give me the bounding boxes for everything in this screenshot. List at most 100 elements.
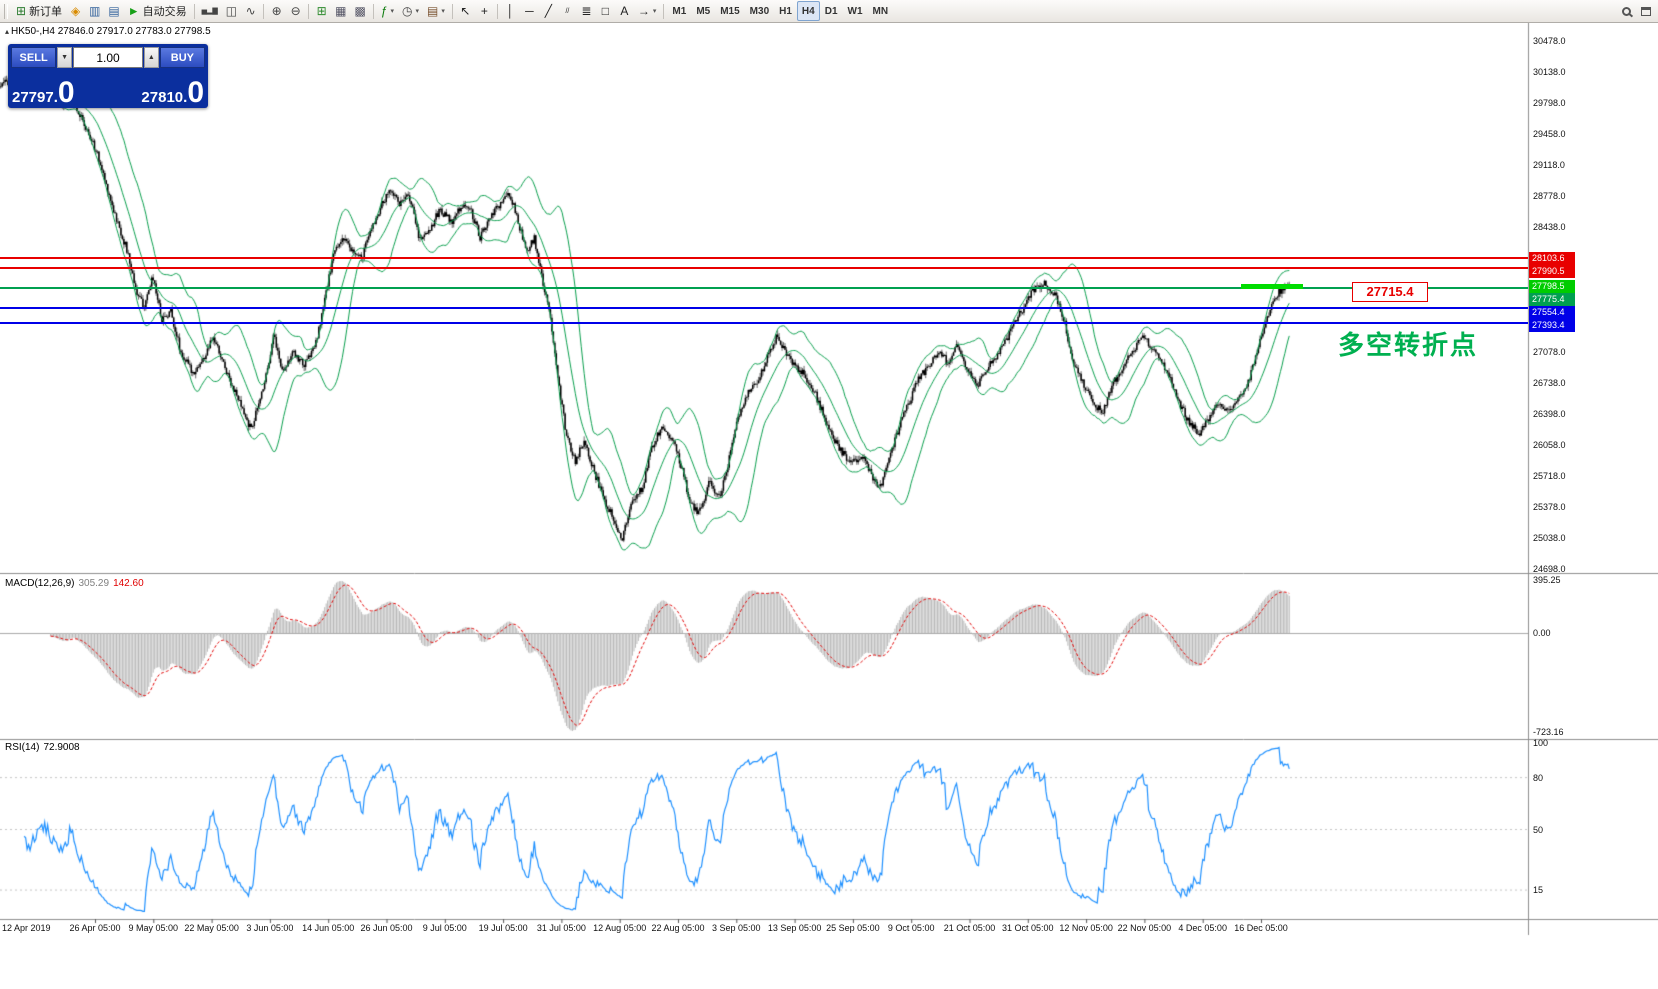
timeframe-d1-button[interactable]: D1 <box>820 1 843 21</box>
horizontal-line-icon: ─ <box>525 4 534 18</box>
arrow-objects-button[interactable]: → ▾ <box>634 1 661 21</box>
track-chart-button[interactable]: ▩ <box>350 1 369 21</box>
line-chart-button[interactable]: ∿ <box>241 1 260 21</box>
horizontal-line-object[interactable] <box>0 267 1528 270</box>
rsi-scale-label: 15 <box>1533 885 1544 896</box>
equidistant-channel-button[interactable]: // <box>558 1 577 21</box>
horizontal-line-object[interactable] <box>0 307 1528 310</box>
sell-button[interactable]: SELL <box>11 47 57 68</box>
market-watch-icon: ▥ <box>89 4 101 18</box>
price-scale-tag: 28103.6 <box>1529 251 1575 265</box>
toolbar-separator <box>496 3 498 19</box>
timeframe-h4-button[interactable]: H4 <box>796 1 820 21</box>
vertical-line-button[interactable]: │ <box>501 1 520 21</box>
highlight-trend-segment[interactable] <box>1241 283 1303 289</box>
chart-symbol-icon: ▴ <box>5 27 10 36</box>
date-axis-label: 16 Dec 05:00 <box>1234 923 1288 933</box>
autotrading-button[interactable]: ► 自动交易 <box>124 1 191 21</box>
indicators-button[interactable]: ƒ ▾ <box>377 1 398 21</box>
timeframe-m5-button[interactable]: M5 <box>691 1 715 21</box>
volume-input[interactable] <box>73 47 143 68</box>
price-scale-tick: 25718.0 <box>1533 470 1566 481</box>
crosshair-button[interactable]: + <box>475 1 494 21</box>
dropdown-caret-icon: ▾ <box>390 8 395 15</box>
toolbar: ⊞ 新订单 ◈ ▥ ▤ ► 自动交易 ▅▂▇ ◫ ∿ ⊕ ⊖ ⊞ ▦ ▩ ƒ ▾ ◷ ▾ ▤ ▾ ↖ + │ ─ ╱//≣ □ A → ▾… <box>0 0 1658 23</box>
tile-windows-button[interactable]: ⊞ <box>312 1 331 21</box>
zoom-in-button[interactable]: ⊕ <box>267 1 286 21</box>
date-axis-label: 22 Aug 05:00 <box>651 923 705 933</box>
price-scale-tick: 29798.0 <box>1533 98 1566 109</box>
timeframe-m30-button[interactable]: M30 <box>745 1 774 21</box>
date-axis-label: 9 Jul 05:00 <box>422 923 467 933</box>
annotation-note[interactable]: 多空转折点 <box>1338 330 1479 360</box>
dropdown-caret-icon: ▾ <box>441 8 445 15</box>
timeframe-mn-button[interactable]: MN <box>868 1 894 21</box>
periods-icon: ◷ <box>402 4 413 18</box>
cursor-icon: ↖ <box>460 4 471 18</box>
buy-button[interactable]: BUY <box>159 47 205 68</box>
toolbar-separator <box>663 3 665 19</box>
metaeditor-button[interactable]: ◈ <box>66 1 85 21</box>
rsi-scale-label: 100 <box>1533 738 1549 748</box>
crosshair-icon: + <box>480 4 488 18</box>
price-scale-tag: 27554.4 <box>1529 305 1575 319</box>
new-order-label: 新订单 <box>29 6 63 18</box>
price-callout[interactable]: 27715.4 <box>1352 282 1428 303</box>
volume-increase-button[interactable]: ▲ <box>144 47 159 68</box>
price-scale-tag: 27798.5 <box>1529 279 1575 293</box>
metaeditor-icon: ◈ <box>70 4 81 18</box>
chart-window: ▴ HK50-,H4 27846.0 27917.0 27783.0 27798.… <box>0 23 1658 989</box>
templates-icon: ▤ <box>427 4 439 18</box>
periods-button[interactable]: ◷ ▾ <box>398 1 423 21</box>
date-axis-label: 31 Oct 05:00 <box>1002 923 1054 933</box>
date-axis-label: 12 Aug 05:00 <box>593 923 647 933</box>
horizontal-line-button[interactable]: ─ <box>520 1 539 21</box>
timeframe-m1-button[interactable]: M1 <box>667 1 691 21</box>
toolbar-separator <box>308 3 310 19</box>
arrows-icon: → <box>637 4 650 18</box>
new-order-icon: ⊞ <box>16 4 27 18</box>
data-window-button[interactable]: ▤ <box>104 1 123 21</box>
date-axis-label: 3 Jun 05:00 <box>246 923 294 933</box>
bar-chart-button[interactable]: ▅▂▇ <box>198 1 222 21</box>
macd-scale-label: 0.00 <box>1533 628 1551 638</box>
dropdown-caret-icon: ▾ <box>415 8 420 15</box>
chart-window-button[interactable] <box>1636 1 1655 21</box>
text-button[interactable]: A <box>615 1 634 21</box>
timeframe-h1-button[interactable]: H1 <box>774 1 797 21</box>
price-scale-tick: 25038.0 <box>1533 532 1566 543</box>
timeframe-m15-button[interactable]: M15 <box>715 1 744 21</box>
horizontal-line-object[interactable] <box>0 321 1528 324</box>
date-axis-label: 12 Nov 05:00 <box>1059 923 1113 933</box>
trendline-button[interactable]: ╱ <box>539 1 558 21</box>
price-scale-tick: 29118.0 <box>1533 160 1565 171</box>
candlestick-chart-button[interactable]: ◫ <box>222 1 241 21</box>
shapes-button[interactable]: □ <box>596 1 615 21</box>
buy-price[interactable]: 27810.0 <box>141 75 204 109</box>
channel-icon: // <box>565 7 570 15</box>
market-watch-button[interactable]: ▥ <box>85 1 104 21</box>
window-icon <box>1640 6 1651 16</box>
date-axis-label: 25 Sep 05:00 <box>826 923 880 933</box>
new-order-button[interactable]: ⊞ 新订单 <box>12 1 66 21</box>
horizontal-line-object[interactable] <box>0 286 1528 289</box>
zoom-out-button[interactable]: ⊖ <box>286 1 305 21</box>
horizontal-line-object[interactable] <box>0 256 1528 259</box>
dropdown-caret-icon: ▾ <box>652 8 657 15</box>
toolbar-grip[interactable] <box>4 3 8 19</box>
search-button[interactable] <box>1617 1 1636 21</box>
toolbar-separator <box>451 3 453 19</box>
auto-arrange-button[interactable]: ▦ <box>331 1 350 21</box>
shapes-icon: □ <box>601 4 610 18</box>
timeframe-w1-button[interactable]: W1 <box>843 1 868 21</box>
price-scale-tick: 30138.0 <box>1533 67 1566 78</box>
cursor-button[interactable]: ↖ <box>456 1 475 21</box>
fibonacci-retracement-button[interactable]: ≣ <box>577 1 596 21</box>
sell-price[interactable]: 27797.0 <box>12 75 75 109</box>
auto-arrange-icon: ▦ <box>335 4 347 18</box>
price-chart-canvas[interactable] <box>0 23 1658 989</box>
data-window-icon: ▤ <box>108 4 120 18</box>
templates-button[interactable]: ▤ ▾ <box>423 1 449 21</box>
macd-scale-label: -723.16 <box>1533 727 1564 737</box>
volume-decrease-button[interactable]: ▼ <box>57 47 72 68</box>
